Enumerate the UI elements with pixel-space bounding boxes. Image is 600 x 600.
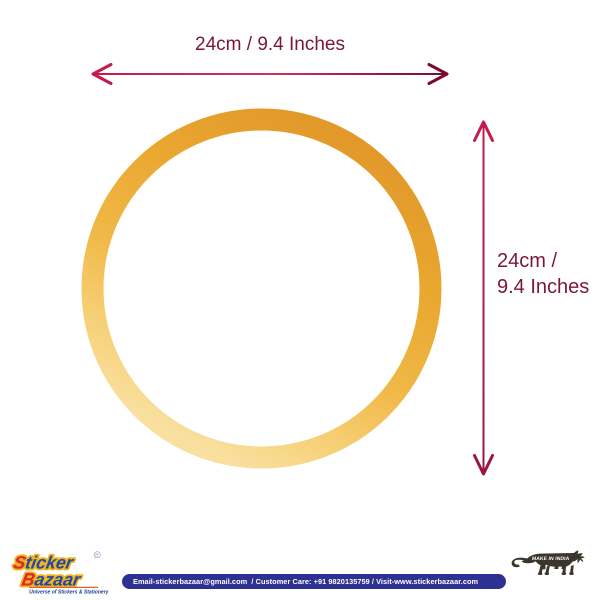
svg-text:Universe of Stickers & Station: Universe of Stickers & Stationery: [29, 589, 109, 595]
svg-text:MAKE IN INDIA: MAKE IN INDIA: [532, 556, 570, 562]
svg-text:R: R: [95, 553, 98, 558]
